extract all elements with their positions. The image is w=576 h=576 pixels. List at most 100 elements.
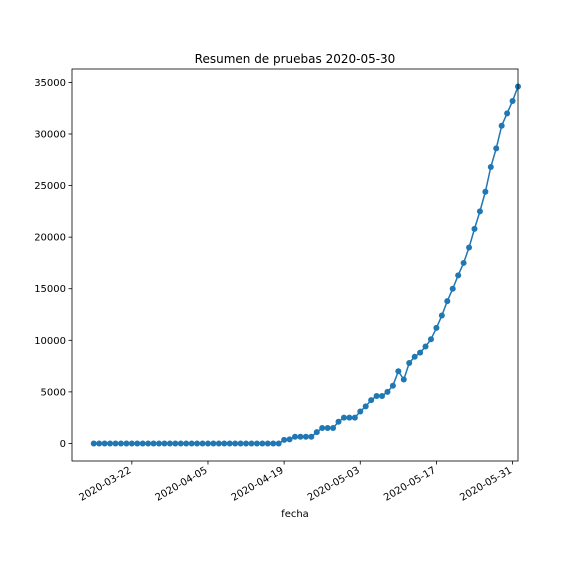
data-point <box>400 376 407 383</box>
data-point <box>194 440 201 447</box>
data-point <box>286 436 293 443</box>
data-point <box>384 388 391 395</box>
y-axis: 0 5000 10000 15000 20000 25000 30000 35000 <box>34 78 72 450</box>
data-point <box>166 440 173 447</box>
x-axis-label: fecha <box>281 509 309 520</box>
x-tick-label: 2020-04-19 <box>230 465 286 504</box>
data-point <box>204 440 211 447</box>
y-tick-label: 20000 <box>34 233 66 244</box>
data-point <box>482 188 489 195</box>
data-point <box>373 393 380 400</box>
data-point <box>253 440 260 447</box>
data-point <box>237 440 244 447</box>
data-point <box>362 403 369 410</box>
data-point <box>128 440 135 447</box>
data-point <box>232 440 239 447</box>
data-point <box>313 429 320 436</box>
data-point <box>302 433 309 440</box>
data-point <box>117 440 124 447</box>
data-point <box>340 414 347 421</box>
x-axis: 2020-03-22 2020-04-05 2020-04-19 2020-05-03… <box>77 461 514 504</box>
y-tick-label: 15000 <box>34 284 66 295</box>
data-point <box>433 324 440 331</box>
y-tick-label: 35000 <box>34 78 66 89</box>
data-point <box>476 208 483 215</box>
data-point <box>199 440 206 447</box>
data-point <box>134 440 141 447</box>
data-point <box>259 440 266 447</box>
data-point <box>161 440 168 447</box>
data-point <box>471 225 478 232</box>
x-tick-label: 2020-03-22 <box>77 465 133 504</box>
data-point <box>96 440 103 447</box>
x-tick-label: 2020-05-31 <box>458 465 514 504</box>
data-point <box>346 414 353 421</box>
data-point <box>308 433 315 440</box>
data-point <box>466 244 473 251</box>
data-point <box>264 440 271 447</box>
y-tick-label: 10000 <box>34 336 66 347</box>
data-point <box>368 397 375 404</box>
data-point <box>292 433 298 440</box>
data-point <box>150 440 157 447</box>
data-point <box>101 440 108 447</box>
data-point <box>297 433 304 440</box>
data-point <box>438 312 445 319</box>
x-tick-label: 2020-05-03 <box>306 465 362 504</box>
data-point <box>156 440 163 447</box>
data-point <box>389 382 396 389</box>
data-point <box>357 408 364 415</box>
data-point <box>406 360 413 366</box>
data-point <box>107 440 114 447</box>
data-point <box>183 440 190 447</box>
data-point <box>509 97 516 104</box>
data-point <box>455 272 462 279</box>
plot-frame <box>71 68 519 462</box>
data-point <box>248 440 255 447</box>
data-point <box>221 440 228 447</box>
data-point <box>319 424 326 431</box>
data-point <box>281 436 288 443</box>
data-point <box>270 440 277 447</box>
plot-series <box>90 83 521 447</box>
data-point <box>504 110 511 117</box>
data-point <box>487 164 494 170</box>
data-point <box>172 440 179 447</box>
x-tick-label: 2020-04-05 <box>154 465 210 504</box>
data-point <box>330 424 337 431</box>
data-point <box>351 414 358 421</box>
data-point <box>243 440 250 447</box>
data-point <box>112 440 119 447</box>
data-point <box>335 418 342 425</box>
data-point <box>417 349 424 356</box>
data-point <box>324 424 331 431</box>
data-point <box>215 440 222 447</box>
y-tick-label: 30000 <box>34 129 66 140</box>
y-tick-label: 5000 <box>41 387 66 398</box>
data-point <box>90 440 97 447</box>
data-point <box>139 440 146 447</box>
data-point <box>449 285 456 292</box>
data-point <box>493 145 500 152</box>
x-tick-label: 2020-05-17 <box>382 465 438 504</box>
data-point <box>226 440 233 447</box>
data-point <box>188 440 195 447</box>
data-point <box>444 298 451 305</box>
data-point <box>210 440 217 447</box>
data-point <box>395 368 402 375</box>
data-point <box>498 122 505 129</box>
data-point <box>145 440 152 447</box>
data-point <box>123 440 130 447</box>
data-point <box>422 343 429 350</box>
series-line <box>93 86 519 445</box>
y-tick-label: 0 <box>60 439 66 450</box>
data-point <box>177 440 184 447</box>
data-point <box>460 259 467 266</box>
chart-title: Resumen de pruebas 2020-05-30 <box>195 52 396 66</box>
data-point <box>275 440 282 447</box>
data-point <box>411 353 418 360</box>
y-tick-label: 25000 <box>34 181 66 192</box>
data-point <box>379 393 386 400</box>
data-point <box>427 336 434 343</box>
